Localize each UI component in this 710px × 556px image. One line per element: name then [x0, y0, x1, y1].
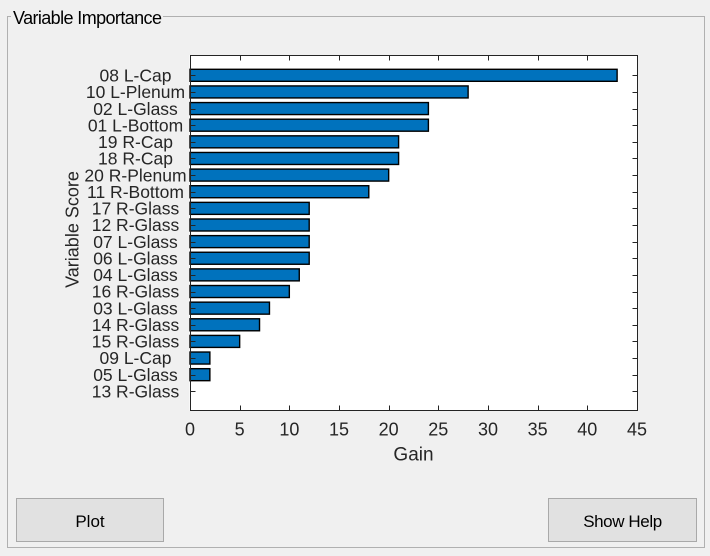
svg-text:16 R-Glass: 16 R-Glass	[92, 282, 180, 302]
svg-text:11 R-Bottom: 11 R-Bottom	[87, 182, 184, 202]
svg-text:07 L-Glass: 07 L-Glass	[93, 232, 178, 252]
svg-text:05 L-Glass: 05 L-Glass	[93, 365, 178, 385]
svg-text:10: 10	[279, 420, 299, 440]
svg-text:19 R-Cap: 19 R-Cap	[98, 132, 173, 152]
svg-text:35: 35	[528, 420, 548, 440]
svg-text:20 R-Plenum: 20 R-Plenum	[84, 165, 186, 185]
svg-text:40: 40	[577, 420, 597, 440]
svg-text:17 R-Glass: 17 R-Glass	[92, 199, 180, 219]
svg-text:Variable Score: Variable Score	[63, 171, 83, 288]
svg-text:45: 45	[627, 420, 647, 440]
svg-text:25: 25	[428, 420, 448, 440]
svg-text:06 L-Glass: 06 L-Glass	[93, 248, 178, 268]
svg-text:13 R-Glass: 13 R-Glass	[92, 382, 180, 402]
svg-text:14 R-Glass: 14 R-Glass	[92, 315, 180, 335]
svg-text:02 L-Glass: 02 L-Glass	[93, 99, 178, 119]
svg-text:Gain: Gain	[393, 445, 433, 466]
svg-text:5: 5	[235, 420, 245, 440]
svg-text:15 R-Glass: 15 R-Glass	[92, 332, 180, 352]
svg-text:12 R-Glass: 12 R-Glass	[92, 215, 180, 235]
svg-text:18 R-Cap: 18 R-Cap	[98, 149, 173, 169]
svg-text:30: 30	[478, 420, 498, 440]
svg-text:20: 20	[379, 420, 399, 440]
svg-text:04 L-Glass: 04 L-Glass	[93, 265, 178, 285]
svg-text:09 L-Cap: 09 L-Cap	[100, 348, 172, 368]
svg-text:15: 15	[329, 420, 349, 440]
svg-text:01 L-Bottom: 01 L-Bottom	[88, 115, 183, 135]
svg-text:0: 0	[185, 420, 195, 440]
svg-text:08 L-Cap: 08 L-Cap	[100, 66, 172, 86]
svg-text:03 L-Glass: 03 L-Glass	[93, 298, 178, 318]
svg-text:10 L-Plenum: 10 L-Plenum	[86, 82, 185, 102]
